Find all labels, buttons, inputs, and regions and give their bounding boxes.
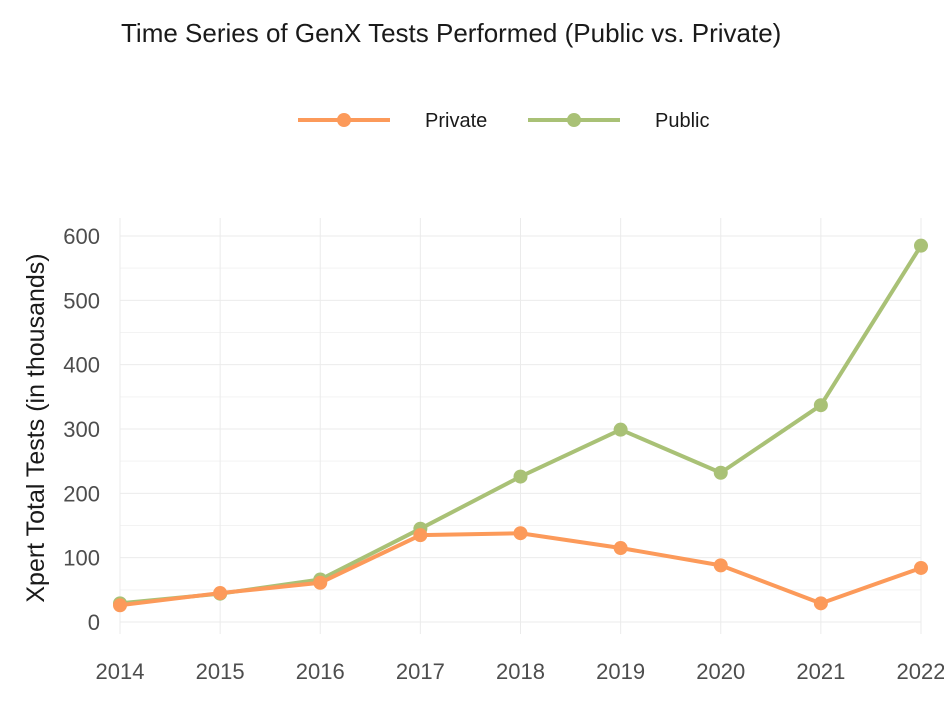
x-tick-label: 2019 <box>596 659 645 684</box>
data-point-private <box>513 526 528 541</box>
y-tick-label: 400 <box>63 353 100 378</box>
x-tick-label: 2018 <box>496 659 545 684</box>
x-tick-label: 2015 <box>196 659 245 684</box>
legend: Private Public <box>298 110 709 132</box>
legend-swatch-point <box>567 113 581 127</box>
chart-title: Time Series of GenX Tests Performed (Pub… <box>121 18 781 48</box>
data-point-private <box>713 558 728 573</box>
grid <box>119 218 922 634</box>
y-tick-label: 300 <box>63 417 100 442</box>
data-point-private <box>813 596 828 611</box>
legend-swatch-point <box>337 113 351 127</box>
data-point-private <box>613 541 628 556</box>
data-point-private <box>313 575 328 590</box>
data-point-private <box>914 560 928 575</box>
series-layer <box>113 238 928 613</box>
y-axis-title: Xpert Total Tests (in thousands) <box>22 253 50 602</box>
y-axis-ticks: 0 100 200 300 400 500 600 <box>63 224 100 635</box>
y-tick-label: 500 <box>63 288 100 313</box>
series-private <box>113 526 928 613</box>
data-point-public <box>613 422 628 437</box>
data-point-private <box>113 598 127 613</box>
y-tick-label: 200 <box>63 481 100 506</box>
x-tick-label: 2016 <box>296 659 345 684</box>
data-point-private <box>213 586 228 601</box>
x-tick-label: 2014 <box>96 659 145 684</box>
legend-item-private: Private <box>298 110 487 132</box>
x-tick-label: 2020 <box>696 659 745 684</box>
x-tick-label: 2021 <box>796 659 845 684</box>
data-point-public <box>513 469 528 484</box>
legend-label: Private <box>425 110 487 132</box>
y-tick-label: 600 <box>63 224 100 249</box>
legend-label: Public <box>655 110 709 132</box>
legend-item-public: Public <box>528 110 709 132</box>
x-tick-label: 2017 <box>396 659 445 684</box>
x-axis-ticks: 2014 2015 2016 2017 2018 2019 2020 2021 2022 <box>96 659 944 684</box>
data-point-public <box>713 465 728 480</box>
x-tick-label: 2022 <box>897 659 944 684</box>
data-point-public <box>914 238 928 253</box>
y-tick-label: 0 <box>88 610 100 635</box>
y-tick-label: 100 <box>63 546 100 571</box>
data-point-public <box>813 398 828 413</box>
data-point-private <box>413 528 428 543</box>
